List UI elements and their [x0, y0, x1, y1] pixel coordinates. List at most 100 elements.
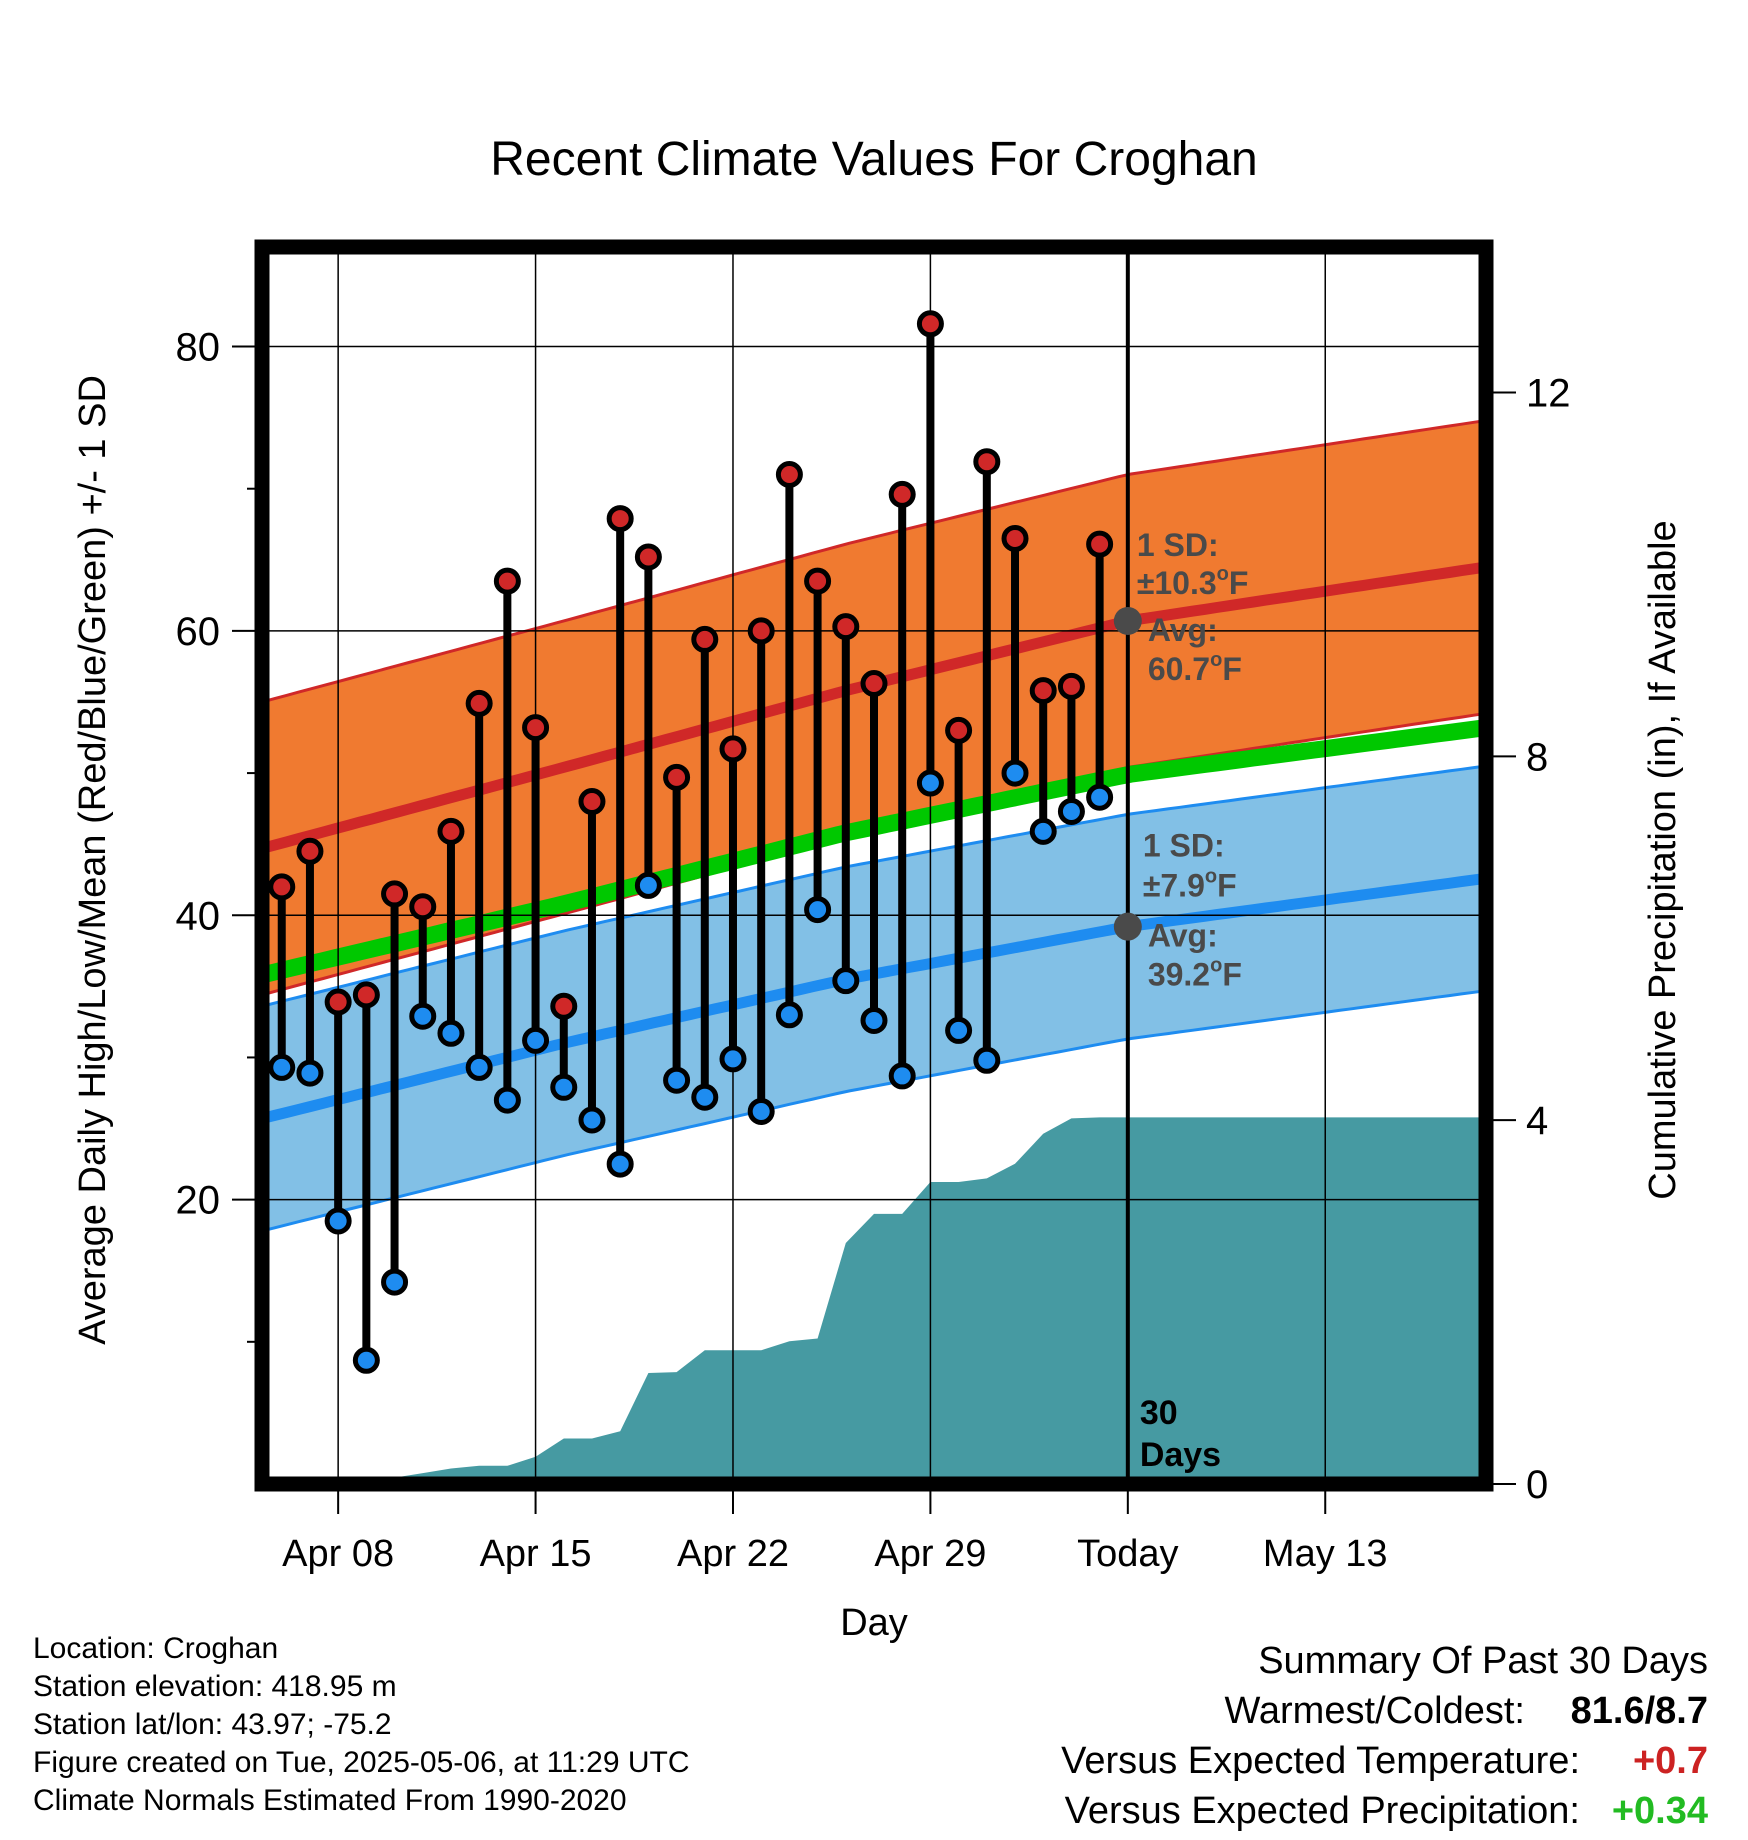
y-tick-label-left: 60 [176, 610, 221, 654]
x-tick-label: May 13 [1263, 1533, 1388, 1575]
daily-low-point [663, 1066, 691, 1094]
daily-high-point [522, 714, 550, 742]
normals-text: Climate Normals Estimated From 1990-2020 [33, 1784, 627, 1817]
daily-high-point [606, 505, 634, 533]
summary-warmest-row: Warmest/Coldest: 81.6/8.7 [808, 1690, 1708, 1740]
low-avg-label: Avg: [1148, 918, 1218, 954]
daily-high-point [719, 735, 747, 763]
y-tick-label-left: 40 [176, 894, 221, 938]
y-tick-label-left: 80 [176, 326, 221, 370]
daily-low-point [381, 1268, 409, 1296]
daily-high-point [888, 480, 916, 508]
temp-anomaly-value: +0.7 [1632, 1740, 1708, 1782]
y-axis-label-right: Cumulative Precipitation (in), If Availa… [1642, 520, 1684, 1199]
cumulative-precip-area [262, 1117, 1486, 1484]
x-tick-label: Apr 29 [874, 1533, 986, 1575]
daily-low-point [409, 1002, 437, 1030]
days-label-word: Days [1140, 1436, 1221, 1474]
temp-anomaly-label: Versus Expected Temperature: [1061, 1740, 1580, 1782]
daily-high-point [775, 460, 803, 488]
daily-low-point [578, 1106, 606, 1134]
high-sd-value: ±10.3oF [1137, 563, 1249, 601]
daily-low-point [945, 1016, 973, 1044]
x-tick-label: Apr 22 [677, 1533, 789, 1575]
high-sd-label: 1 SD: [1137, 527, 1219, 563]
summary-precip-row: Versus Expected Precipitation: +0.34 [808, 1790, 1708, 1840]
station-info: Location: Croghan Station elevation: 418… [33, 1630, 933, 1820]
created-text: Figure created on Tue, 2025-05-06, at 11… [33, 1746, 690, 1779]
y-axis-label-left: Average Daily High/Low/Mean (Red/Blue/Gr… [72, 375, 114, 1345]
low-avg-value: 39.2oF [1148, 955, 1242, 993]
precip-anomaly-label: Versus Expected Precipitation: [1064, 1790, 1580, 1832]
daily-low-point [606, 1150, 634, 1178]
daily-low-point [719, 1045, 747, 1073]
daily-high-point [352, 981, 380, 1009]
daily-high-point [268, 873, 296, 901]
daily-high-point [296, 837, 324, 865]
daily-low-point [916, 769, 944, 797]
location-text: Location: Croghan [33, 1632, 279, 1665]
daily-high-point [1029, 677, 1057, 705]
x-tick-label: Today [1077, 1533, 1178, 1575]
daily-low-point [437, 1019, 465, 1047]
y-tick-label-right: 8 [1526, 735, 1548, 779]
plot-frame [254, 239, 1494, 1492]
high-avg-label: Avg: [1148, 612, 1218, 648]
warmest-coldest-value: 81.6/8.7 [1570, 1690, 1708, 1732]
daily-high-point [634, 543, 662, 571]
daily-high-point [578, 788, 606, 816]
daily-high-point [945, 716, 973, 744]
low-band-lower-edge [262, 989, 1486, 1233]
daily-high-point [550, 992, 578, 1020]
plot-area [262, 247, 1486, 1484]
precip-anomaly-value: +0.34 [1611, 1790, 1708, 1832]
daily-high-point [1001, 524, 1029, 552]
daily-high-point [691, 625, 719, 653]
daily-low-point [352, 1346, 380, 1374]
chart-title: Recent Climate Values For Croghan [490, 133, 1257, 186]
daily-high-point [973, 448, 1001, 476]
high-avg-value: 60.7oF [1148, 649, 1242, 687]
summary-temp-row: Versus Expected Temperature: +0.7 [808, 1740, 1708, 1790]
summary-panel: Summary Of Past 30 Days Warmest/Coldest:… [808, 1640, 1708, 1840]
daily-low-point [691, 1083, 719, 1111]
daily-high-point [437, 817, 465, 845]
daily-high-point [747, 617, 775, 645]
daily-high-point [1057, 672, 1085, 700]
daily-low-point [324, 1207, 352, 1235]
y-tick-label-left: 20 [176, 1179, 221, 1223]
low-sd-value: ±7.9oF [1143, 866, 1237, 904]
today-high-avg-marker [1113, 606, 1142, 635]
x-tick-label: Apr 08 [282, 1533, 394, 1575]
daily-low-point [296, 1059, 324, 1087]
elevation-text: Station elevation: 418.95 m [33, 1670, 397, 1703]
daily-low-point [888, 1062, 916, 1090]
warmest-coldest-label: Warmest/Coldest: [1224, 1690, 1525, 1732]
days-label-count: 30 [1140, 1394, 1178, 1432]
daily-low-point [493, 1086, 521, 1114]
daily-low-point [268, 1053, 296, 1081]
axes: 20 40 60 80 0 4 8 12 Apr 08 Apr 15 Apr 22 Apr 29 Tod… [176, 239, 1571, 1575]
daily-high-point [1086, 530, 1114, 558]
y-tick-label-right: 12 [1526, 372, 1571, 416]
daily-high-point [381, 880, 409, 908]
daily-low-point [1057, 797, 1085, 825]
daily-high-point [493, 567, 521, 595]
summary-title-row: Summary Of Past 30 Days [808, 1640, 1708, 1690]
latlon-text: Station lat/lon: 43.97; -75.2 [33, 1708, 392, 1741]
plot-content [262, 247, 1486, 1484]
daily-high-point [663, 763, 691, 791]
daily-low-point [747, 1097, 775, 1125]
daily-low-point [465, 1053, 493, 1081]
daily-low-point [775, 1001, 803, 1029]
daily-low-point [832, 967, 860, 995]
daily-high-point [832, 613, 860, 641]
daily-low-point [522, 1026, 550, 1054]
daily-high-point [804, 567, 832, 595]
today-low-avg-marker [1113, 912, 1142, 941]
summary-title: Summary Of Past 30 Days [1258, 1640, 1708, 1682]
x-axis-label: Day [840, 1602, 908, 1644]
y-tick-label-right: 0 [1526, 1463, 1548, 1507]
